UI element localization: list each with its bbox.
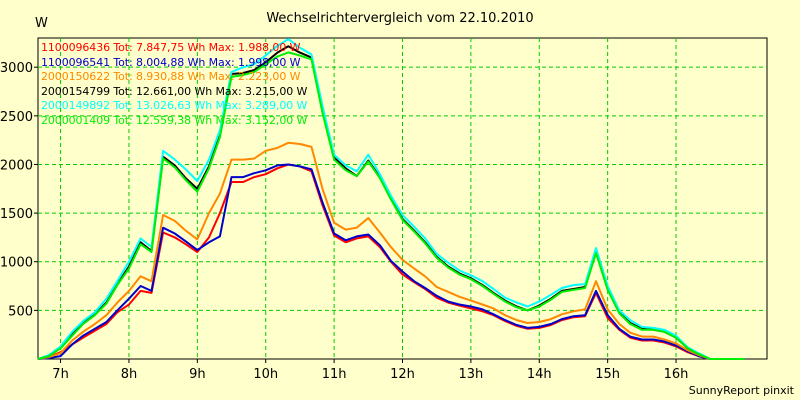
series-line-2000150622 [37, 141, 745, 360]
x-tick-label: 13h [458, 367, 483, 382]
y-tick-label: 2000 [0, 158, 33, 173]
series-line-2000001409 [37, 51, 745, 360]
legend-entry-1100096541: 1100096541 Tot: 8.004,88 Wh Max: 1.998,0… [41, 55, 301, 69]
x-tick-label: 12h [390, 367, 415, 382]
legend: 1100096436 Tot: 7.847,75 Wh Max: 1.988,0… [41, 41, 307, 129]
y-tick-label: 2500 [0, 110, 33, 125]
y-tick-label: 1000 [0, 256, 33, 271]
legend-entry-2000154799: 2000154799 Tot: 12.661,00 Wh Max: 3.215,… [41, 84, 308, 98]
x-tick-label: 8h [121, 367, 138, 382]
series-line-1100096541 [37, 163, 745, 360]
y-tick-label: 3000 [0, 61, 33, 76]
legend-entry-2000149892: 2000149892 Tot: 13.026,63 Wh Max: 3.289,… [41, 99, 308, 113]
x-tick-label: 16h [664, 367, 689, 382]
x-tick-label: 9h [189, 367, 206, 382]
y-tick-label: 1500 [0, 207, 33, 222]
legend-entry-2000001409: 2000001409 Tot: 12.559,38 Wh Max: 3.152,… [41, 113, 308, 127]
x-tick-label: 11h [322, 367, 347, 382]
legend-entry-1100096436: 1100096436 Tot: 7.847,75 Wh Max: 1.988,0… [41, 41, 301, 54]
legend-entry-2000150622: 2000150622 Tot: 8.930,88 Wh Max: 2.223,0… [41, 70, 301, 84]
footer-credit: SunnyReport pinxit [688, 384, 794, 397]
x-tick-label: 10h [253, 367, 278, 382]
y-tick-label: 500 [8, 304, 33, 319]
y-axis-label: W [35, 16, 48, 31]
x-tick-label: 7h [52, 367, 69, 382]
chart-title: Wechselrichtervergleich vom 22.10.2010 [266, 11, 534, 26]
x-tick-label: 14h [527, 367, 552, 382]
x-tick-label: 15h [595, 367, 620, 382]
